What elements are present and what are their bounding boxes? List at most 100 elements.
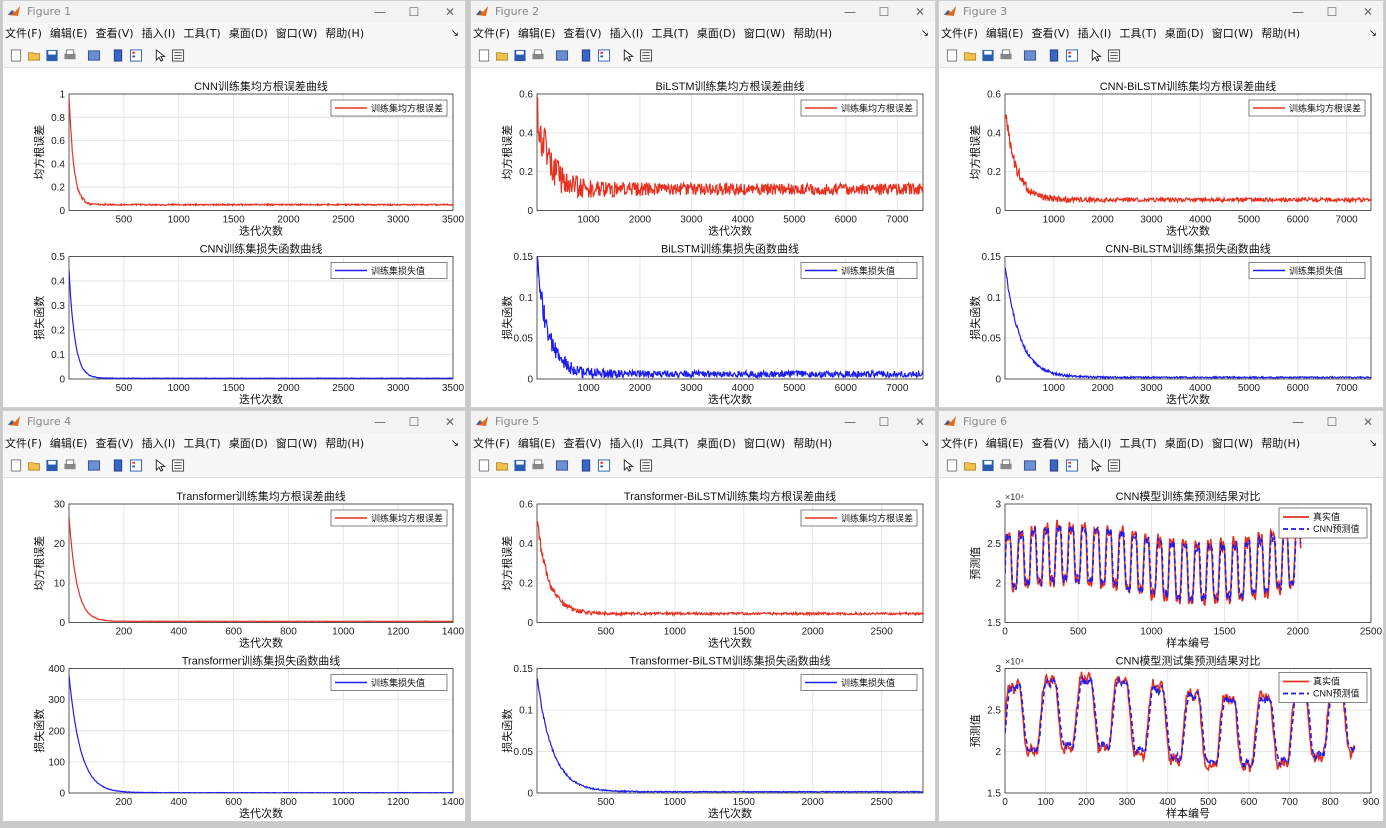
legend-icon[interactable] bbox=[1065, 49, 1079, 62]
link-plot-icon[interactable] bbox=[87, 49, 101, 62]
window-titlebar[interactable]: Figure 1 — ☐ ✕ bbox=[3, 1, 465, 23]
maximize-button[interactable]: ☐ bbox=[878, 415, 890, 429]
menu-item[interactable]: 插入(I) bbox=[141, 27, 176, 40]
menu-item[interactable]: 窗口(W) bbox=[275, 437, 318, 450]
maximize-button[interactable]: ☐ bbox=[408, 415, 420, 429]
colorbar-icon[interactable] bbox=[111, 49, 125, 62]
menu-item[interactable]: 窗口(W) bbox=[743, 27, 786, 40]
figure-canvas[interactable]: 0 500 1000 1500 2000 2500 1.5 2 2.5 3 CNN模型训练集预测结果… bbox=[939, 478, 1383, 821]
menu-item[interactable]: 桌面(D) bbox=[1164, 437, 1204, 450]
legend-icon[interactable] bbox=[597, 49, 611, 62]
menu-item[interactable]: 查看(V) bbox=[563, 437, 602, 450]
menu-item[interactable]: 文件(F) bbox=[473, 27, 510, 40]
print-icon[interactable] bbox=[999, 459, 1013, 472]
open-folder-icon[interactable] bbox=[963, 49, 977, 62]
print-icon[interactable] bbox=[531, 49, 545, 62]
menu-item[interactable]: 工具(T) bbox=[183, 27, 221, 40]
window-titlebar[interactable]: Figure 5 — ☐ ✕ bbox=[471, 411, 935, 433]
menu-item[interactable]: 插入(I) bbox=[1077, 27, 1112, 40]
figure-window[interactable]: Figure 1 — ☐ ✕ 文件(F) 编辑(E) 查看(V) 插入(I) 工具(T) 桌面(D… bbox=[2, 0, 466, 408]
close-button[interactable]: ✕ bbox=[444, 415, 456, 429]
colorbar-icon[interactable] bbox=[579, 49, 593, 62]
property-inspector-icon[interactable] bbox=[171, 49, 185, 62]
open-folder-icon[interactable] bbox=[495, 49, 509, 62]
menu-item[interactable]: 查看(V) bbox=[95, 27, 134, 40]
colorbar-icon[interactable] bbox=[579, 459, 593, 472]
menu-item[interactable]: 查看(V) bbox=[1031, 437, 1070, 450]
menu-item[interactable]: 窗口(W) bbox=[1211, 437, 1254, 450]
menu-item[interactable]: 插入(I) bbox=[141, 437, 176, 450]
menu-item[interactable]: 编辑(E) bbox=[517, 27, 556, 40]
legend-icon[interactable] bbox=[129, 49, 143, 62]
menu-item[interactable]: 窗口(W) bbox=[1211, 27, 1254, 40]
menu-item[interactable]: 桌面(D) bbox=[696, 437, 736, 450]
menu-item[interactable]: 工具(T) bbox=[1119, 27, 1157, 40]
save-icon[interactable] bbox=[513, 49, 527, 62]
new-file-icon[interactable] bbox=[945, 49, 959, 62]
menu-item[interactable]: 帮助(H) bbox=[1261, 437, 1301, 450]
save-icon[interactable] bbox=[513, 459, 527, 472]
minimize-button[interactable]: — bbox=[1292, 5, 1304, 19]
new-file-icon[interactable] bbox=[9, 459, 23, 472]
menu-item[interactable]: 插入(I) bbox=[609, 437, 644, 450]
open-folder-icon[interactable] bbox=[27, 459, 41, 472]
dock-arrow-icon[interactable]: ↘ bbox=[1368, 438, 1377, 449]
legend-icon[interactable] bbox=[1065, 459, 1079, 472]
close-button[interactable]: ✕ bbox=[1362, 5, 1374, 19]
pointer-icon[interactable] bbox=[621, 459, 635, 472]
figure-canvas[interactable]: 200 400 600 800 1000 1200 1400 0 10 20 30 Transform… bbox=[3, 478, 465, 821]
pointer-icon[interactable] bbox=[1089, 49, 1103, 62]
maximize-button[interactable]: ☐ bbox=[1326, 5, 1338, 19]
colorbar-icon[interactable] bbox=[1047, 49, 1061, 62]
new-file-icon[interactable] bbox=[477, 49, 491, 62]
print-icon[interactable] bbox=[531, 459, 545, 472]
maximize-button[interactable]: ☐ bbox=[878, 5, 890, 19]
menu-item[interactable]: 帮助(H) bbox=[325, 27, 365, 40]
menu-item[interactable]: 工具(T) bbox=[1119, 437, 1157, 450]
menu-item[interactable]: 文件(F) bbox=[473, 437, 510, 450]
dock-arrow-icon[interactable]: ↘ bbox=[920, 28, 929, 39]
figure-window[interactable]: Figure 6 — ☐ ✕ 文件(F) 编辑(E) 查看(V) 插入(I) 工具(T) 桌面(D… bbox=[938, 410, 1384, 822]
menu-item[interactable]: 编辑(E) bbox=[49, 437, 88, 450]
figure-window[interactable]: Figure 5 — ☐ ✕ 文件(F) 编辑(E) 查看(V) 插入(I) 工具(T) 桌面(D… bbox=[470, 410, 936, 822]
new-file-icon[interactable] bbox=[9, 49, 23, 62]
figure-window[interactable]: Figure 3 — ☐ ✕ 文件(F) 编辑(E) 查看(V) 插入(I) 工具(T) 桌面(D… bbox=[938, 0, 1384, 408]
menu-item[interactable]: 窗口(W) bbox=[275, 27, 318, 40]
menu-item[interactable]: 桌面(D) bbox=[228, 27, 268, 40]
menu-item[interactable]: 编辑(E) bbox=[985, 437, 1024, 450]
property-inspector-icon[interactable] bbox=[171, 459, 185, 472]
menu-item[interactable]: 查看(V) bbox=[95, 437, 134, 450]
window-titlebar[interactable]: Figure 6 — ☐ ✕ bbox=[939, 411, 1383, 433]
link-plot-icon[interactable] bbox=[555, 49, 569, 62]
menu-item[interactable]: 查看(V) bbox=[1031, 27, 1070, 40]
save-icon[interactable] bbox=[981, 49, 995, 62]
save-icon[interactable] bbox=[45, 49, 59, 62]
menu-item[interactable]: 文件(F) bbox=[5, 437, 42, 450]
pointer-icon[interactable] bbox=[153, 49, 167, 62]
window-titlebar[interactable]: Figure 2 — ☐ ✕ bbox=[471, 1, 935, 23]
open-folder-icon[interactable] bbox=[27, 49, 41, 62]
minimize-button[interactable]: — bbox=[844, 415, 856, 429]
menu-item[interactable]: 桌面(D) bbox=[228, 437, 268, 450]
menu-item[interactable]: 查看(V) bbox=[563, 27, 602, 40]
menu-item[interactable]: 文件(F) bbox=[941, 27, 978, 40]
menu-item[interactable]: 文件(F) bbox=[941, 437, 978, 450]
window-titlebar[interactable]: Figure 4 — ☐ ✕ bbox=[3, 411, 465, 433]
menu-item[interactable]: 工具(T) bbox=[183, 437, 221, 450]
save-icon[interactable] bbox=[981, 459, 995, 472]
menu-item[interactable]: 插入(I) bbox=[609, 27, 644, 40]
menu-item[interactable]: 编辑(E) bbox=[49, 27, 88, 40]
dock-arrow-icon[interactable]: ↘ bbox=[920, 438, 929, 449]
colorbar-icon[interactable] bbox=[111, 459, 125, 472]
maximize-button[interactable]: ☐ bbox=[1326, 415, 1338, 429]
legend-icon[interactable] bbox=[129, 459, 143, 472]
open-folder-icon[interactable] bbox=[963, 459, 977, 472]
menu-item[interactable]: 帮助(H) bbox=[793, 437, 833, 450]
dock-arrow-icon[interactable]: ↘ bbox=[450, 28, 459, 39]
maximize-button[interactable]: ☐ bbox=[408, 5, 420, 19]
link-plot-icon[interactable] bbox=[555, 459, 569, 472]
menu-item[interactable]: 帮助(H) bbox=[325, 437, 365, 450]
dock-arrow-icon[interactable]: ↘ bbox=[1368, 28, 1377, 39]
save-icon[interactable] bbox=[45, 459, 59, 472]
colorbar-icon[interactable] bbox=[1047, 459, 1061, 472]
